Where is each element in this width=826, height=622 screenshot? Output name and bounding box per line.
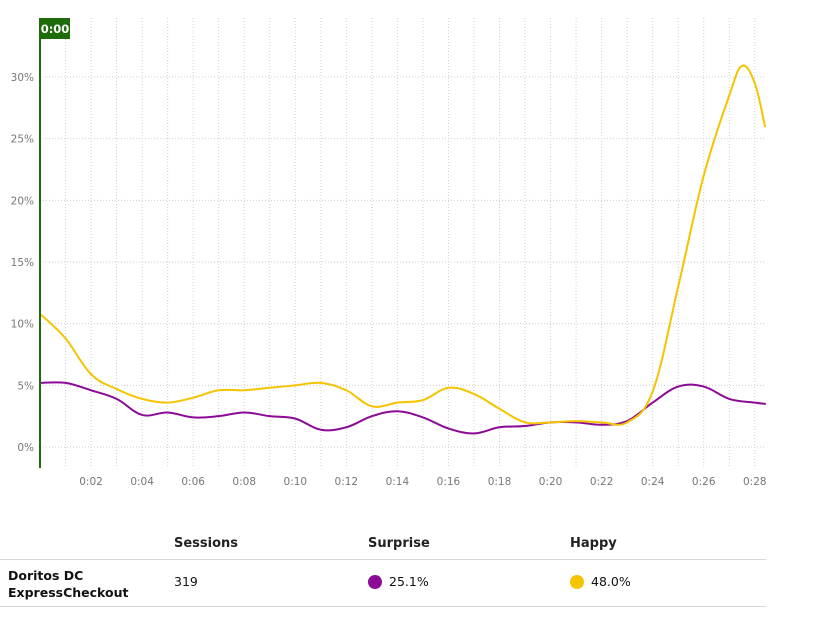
y-tick-label: 10% — [11, 319, 34, 331]
row-happy-value: 48.0% — [591, 574, 631, 589]
series-line-surprise — [39, 381, 766, 435]
surprise-dot-icon — [368, 575, 382, 589]
x-tick-label: 0:16 — [437, 476, 461, 488]
series-line-happy — [39, 64, 766, 426]
header-surprise: Surprise — [368, 536, 430, 551]
x-tick-label: 0:12 — [335, 476, 359, 488]
x-tick-label: 0:26 — [692, 476, 716, 488]
y-tick-label: 5% — [17, 380, 34, 392]
x-tick-label: 0:10 — [283, 476, 307, 488]
x-tick-label: 0:08 — [232, 476, 256, 488]
y-tick-label: 15% — [11, 257, 34, 269]
x-tick-label: 0:24 — [641, 476, 665, 488]
x-tick-label: 0:20 — [539, 476, 563, 488]
row-sessions: 319 — [174, 574, 198, 589]
y-tick-label: 20% — [11, 195, 34, 207]
row-name-line1: Doritos DC — [8, 568, 84, 583]
header-sessions: Sessions — [174, 536, 239, 551]
row-surprise: 25.1% — [368, 574, 429, 589]
y-tick-label: 0% — [17, 442, 34, 454]
happy-dot-icon — [570, 575, 584, 589]
row-surprise-value: 25.1% — [389, 574, 429, 589]
chart-series — [39, 64, 766, 435]
x-tick-label: 0:06 — [181, 476, 205, 488]
playhead-label: 0:00 — [41, 22, 70, 36]
x-tick-label: 0:18 — [488, 476, 512, 488]
x-tick-label: 0:04 — [130, 476, 154, 488]
emotion-line-chart: 0% 5% 10% 15% 20% 25% 30% 0:02 0:04 0:06 0:08 0:10 0… — [11, 18, 767, 488]
y-tick-label: 30% — [11, 72, 34, 84]
x-tick-label: 0:02 — [79, 476, 103, 488]
row-name-line2: ExpressCheckout — [8, 585, 129, 600]
header-happy: Happy — [570, 536, 617, 551]
x-tick-label: 0:28 — [743, 476, 767, 488]
table-row-divider — [0, 606, 766, 607]
chart-grid — [40, 18, 765, 468]
row-name: Doritos DC ExpressCheckout — [8, 567, 168, 601]
table-header-divider — [0, 559, 766, 560]
x-tick-label: 0:22 — [590, 476, 614, 488]
playhead-label-box — [40, 18, 70, 39]
row-happy: 48.0% — [570, 574, 631, 589]
chart-axes: 0% 5% 10% 15% 20% 25% 30% 0:02 0:04 0:06 0:08 0:10 0… — [11, 18, 767, 488]
x-tick-label: 0:14 — [386, 476, 410, 488]
y-tick-label: 25% — [11, 134, 34, 146]
